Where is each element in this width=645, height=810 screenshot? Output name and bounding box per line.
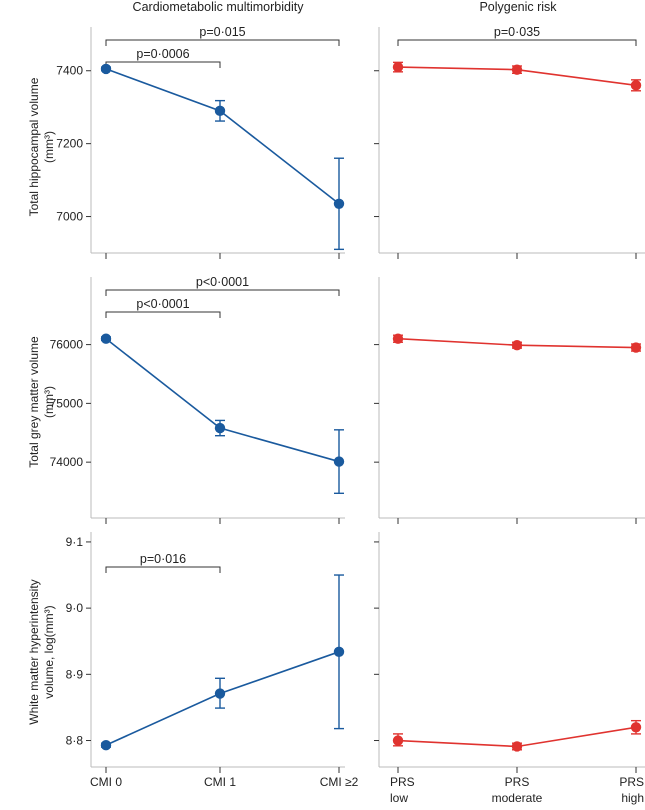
hippocampal-cmi-point (214, 105, 226, 117)
right-column-title: Polygenic risk (479, 0, 557, 14)
hippocampal-cmi-series-line (105, 68, 340, 205)
hippocampal-cmi-ytick-label: 7400 (56, 64, 83, 78)
hippocampal-cmi-ytick-label: 7000 (56, 210, 83, 224)
grey-cmi-pvalue-label: p<0·0001 (196, 275, 249, 289)
hippocampal-prs-pvalue-label: p=0·035 (494, 25, 540, 39)
wmh-cmi-point (100, 739, 112, 751)
xtick-label-prs-line1: PRS (619, 775, 644, 789)
hippocampal-prs-bracket (397, 39, 637, 46)
wmh-prs-point (392, 735, 404, 746)
xtick-label-cmi: CMI 0 (90, 775, 122, 789)
grey-cmi-ytick-label: 74000 (50, 455, 84, 469)
wmh-prs-point (511, 741, 523, 752)
hippocampal-cmi-point (333, 198, 345, 209)
xtick-label-prs-line2: moderate (492, 791, 543, 805)
grey-prs-point (630, 342, 642, 353)
wmh-cmi-pvalue-label: p=0·016 (140, 552, 186, 566)
hippocampal-cmi-bracket (105, 39, 340, 46)
grey-cmi-bracket (105, 311, 221, 318)
xtick-label-prs-line2: low (390, 791, 408, 805)
grey-cmi-point (100, 333, 112, 344)
grey-cmi-ytick-label: 75000 (50, 396, 84, 410)
wmh-cmi-ytick-label: 8·8 (66, 734, 84, 748)
grey-cmi-pvalue-label: p<0·0001 (136, 297, 189, 311)
xtick-label-prs-line1: PRS (390, 775, 415, 789)
grey-cmi-ytick-label: 76000 (50, 338, 84, 352)
left-column-title: Cardiometabolic multimorbidity (132, 0, 304, 14)
xtick-label-cmi: CMI 1 (204, 775, 236, 789)
wmh-cmi-bracket (105, 566, 221, 573)
grey-prs-point (392, 333, 404, 344)
hippocampal-prs-point (511, 64, 523, 75)
wmh-cmi-series-line (105, 651, 340, 746)
hippocampal-cmi-point (100, 63, 112, 75)
wmh-cmi-ytick-label: 9·0 (66, 601, 84, 615)
grey-cmi-series-line (105, 338, 340, 463)
wmh-prs-point (630, 722, 642, 733)
wmh-cmi-ytick-label: 9·1 (66, 535, 84, 549)
xtick-label-prs-line2: high (621, 791, 644, 805)
wmh-cmi-ytick-label: 8·9 (66, 667, 84, 681)
xtick-label-cmi: CMI ≥2 (320, 775, 359, 789)
grey-cmi-point (333, 456, 345, 467)
grey-cmi-bracket (105, 289, 340, 296)
hippocampal-prs-point (630, 80, 642, 91)
hippocampal-cmi-ytick-label: 7200 (56, 137, 83, 151)
hippocampal-cmi-pvalue-label: p=0·015 (199, 25, 245, 39)
wmh-cmi-point (214, 688, 226, 699)
hippocampal-cmi-bracket (105, 61, 221, 68)
grey-prs-point (511, 339, 523, 351)
hippocampal-cmi-pvalue-label: p=0·0006 (136, 47, 189, 61)
xtick-label-prs-line1: PRS (505, 775, 530, 789)
hippocampal-prs-point (392, 61, 404, 73)
grey-cmi-point (214, 422, 226, 434)
wmh-cmi-point (333, 646, 345, 658)
